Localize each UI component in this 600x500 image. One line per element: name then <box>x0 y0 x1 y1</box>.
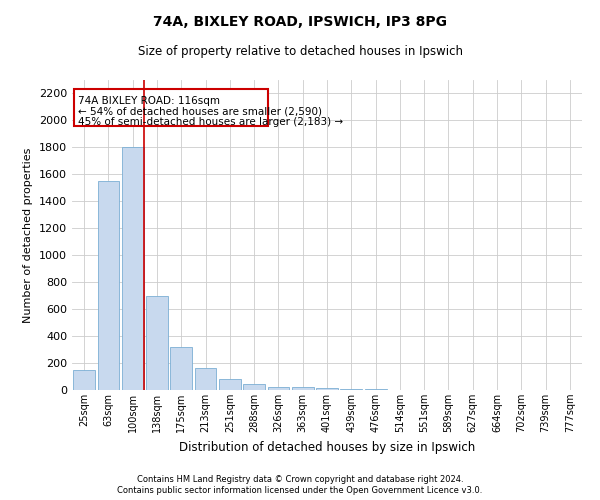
Bar <box>243 384 265 390</box>
Text: Contains HM Land Registry data © Crown copyright and database right 2024.: Contains HM Land Registry data © Crown c… <box>137 475 463 484</box>
Text: 45% of semi-detached houses are larger (2,183) →: 45% of semi-detached houses are larger (… <box>77 116 343 126</box>
Bar <box>219 379 241 390</box>
Bar <box>170 347 192 390</box>
Bar <box>268 386 289 390</box>
Bar <box>316 388 338 390</box>
Bar <box>292 388 314 390</box>
Bar <box>194 368 217 390</box>
Bar <box>122 148 143 390</box>
Bar <box>97 181 119 390</box>
FancyBboxPatch shape <box>74 90 268 126</box>
Bar <box>73 370 95 390</box>
Text: 74A, BIXLEY ROAD, IPSWICH, IP3 8PG: 74A, BIXLEY ROAD, IPSWICH, IP3 8PG <box>153 15 447 29</box>
Text: 74A BIXLEY ROAD: 116sqm: 74A BIXLEY ROAD: 116sqm <box>77 96 220 106</box>
Bar <box>146 296 168 390</box>
Y-axis label: Number of detached properties: Number of detached properties <box>23 148 34 322</box>
Text: Size of property relative to detached houses in Ipswich: Size of property relative to detached ho… <box>137 45 463 58</box>
Text: ← 54% of detached houses are smaller (2,590): ← 54% of detached houses are smaller (2,… <box>77 106 322 116</box>
Text: Contains public sector information licensed under the Open Government Licence v3: Contains public sector information licen… <box>118 486 482 495</box>
X-axis label: Distribution of detached houses by size in Ipswich: Distribution of detached houses by size … <box>179 440 475 454</box>
